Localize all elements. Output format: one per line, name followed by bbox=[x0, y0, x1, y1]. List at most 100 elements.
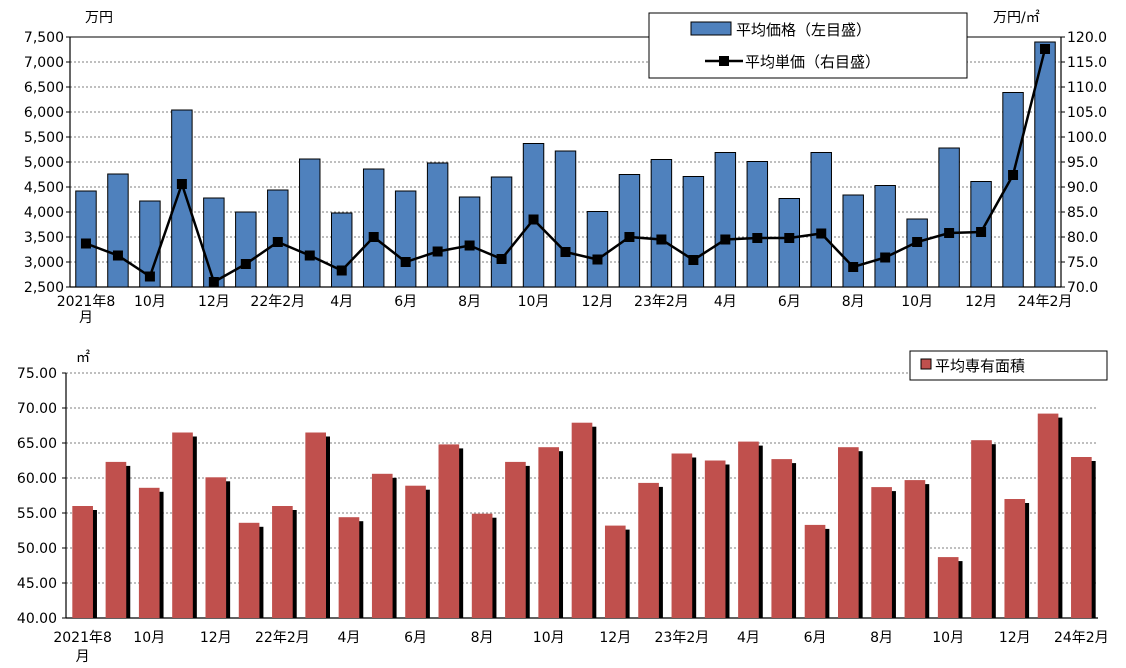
area-bar bbox=[937, 557, 959, 618]
area-chart-x-tick-labels: 2021年8 月 10月 12月 22年2月 4月 6月 8月 10月 12月 23年2月 4月 6月 8… bbox=[53, 630, 1109, 665]
area-chart-bars bbox=[72, 413, 1096, 618]
price-bar bbox=[171, 109, 193, 288]
area-bar bbox=[971, 440, 992, 618]
area-bar bbox=[904, 480, 926, 618]
price-bar bbox=[586, 211, 609, 288]
unit-price-marker bbox=[848, 262, 859, 272]
x-tick-label: 24年2月 bbox=[1054, 630, 1109, 646]
unit-price-marker bbox=[944, 228, 955, 238]
right-tick-label: 75.0 bbox=[1067, 255, 1098, 271]
left-tick-label: 3,000 bbox=[24, 255, 64, 271]
unit-price-marker bbox=[784, 233, 795, 243]
left-tick-label: 2,500 bbox=[24, 280, 64, 296]
price-bar bbox=[299, 158, 321, 288]
price-chart-left-unit: 万円 bbox=[85, 10, 113, 26]
price-bar bbox=[906, 218, 928, 288]
area-bar bbox=[771, 459, 793, 618]
area-bar bbox=[72, 506, 93, 618]
area-bar bbox=[272, 506, 293, 618]
area-bar bbox=[1071, 457, 1092, 618]
price-bar bbox=[682, 176, 705, 288]
left-tick-label: 65.00 bbox=[17, 436, 57, 452]
unit-price-marker bbox=[688, 255, 699, 265]
x-tick-label: 10月 bbox=[932, 630, 964, 646]
right-tick-label: 120.0 bbox=[1067, 30, 1107, 46]
area-chart: 40.00 45.00 50.00 55.00 60.00 65.00 70.00 75.00… bbox=[17, 350, 1109, 665]
unit-price-marker bbox=[208, 277, 219, 287]
x-tick-label: 24年2月 bbox=[1018, 294, 1073, 310]
left-tick-label: 7,000 bbox=[24, 55, 64, 71]
area-bar bbox=[871, 487, 892, 618]
area-bar bbox=[205, 477, 227, 618]
price-bar bbox=[490, 176, 513, 288]
unit-price-marker bbox=[1040, 44, 1051, 54]
area-bar bbox=[471, 513, 493, 618]
price-bar bbox=[330, 212, 353, 288]
area-bar bbox=[738, 441, 759, 618]
left-tick-label: 40.00 bbox=[17, 611, 57, 627]
price-bar bbox=[362, 168, 385, 288]
left-tick-label: 5,500 bbox=[24, 130, 64, 146]
area-chart-legend: 平均専有面積 bbox=[909, 350, 1108, 381]
left-tick-label: 50.00 bbox=[17, 541, 57, 557]
price-bar bbox=[426, 162, 449, 288]
x-tick-label: 12月 bbox=[999, 630, 1031, 646]
x-tick-label: 6月 bbox=[778, 294, 801, 310]
right-tick-label: 105.0 bbox=[1067, 105, 1107, 121]
x-tick-label: 6月 bbox=[394, 294, 417, 310]
area-chart-legend-box bbox=[909, 350, 1108, 381]
price-bar bbox=[394, 190, 417, 288]
area-bar bbox=[338, 517, 360, 618]
area-bar bbox=[371, 473, 393, 618]
unit-price-marker bbox=[592, 254, 603, 265]
unit-price-marker bbox=[560, 247, 571, 257]
x-tick-label: 月 bbox=[76, 649, 90, 664]
price-chart-bars bbox=[75, 41, 1056, 288]
price-chart-legend: 平均価格（左目盛） 平均単価（右目盛） bbox=[648, 12, 968, 79]
x-tick-label: 6月 bbox=[804, 630, 827, 646]
unit-price-marker bbox=[368, 232, 379, 242]
price-chart-left-tick-labels: 2,500 3,000 3,500 4,000 4,500 5,000 5,500 6,000… bbox=[24, 30, 70, 296]
unit-price-marker bbox=[912, 237, 923, 247]
unit-price-marker bbox=[816, 228, 827, 239]
price-bar bbox=[618, 174, 641, 288]
x-tick-label: 10月 bbox=[533, 630, 565, 646]
right-tick-label: 90.0 bbox=[1067, 180, 1098, 196]
legend-swatch-price bbox=[690, 21, 732, 36]
area-bar bbox=[571, 422, 593, 618]
unit-price-marker bbox=[432, 246, 443, 257]
unit-price-marker bbox=[304, 250, 315, 261]
unit-price-marker bbox=[400, 257, 411, 267]
area-bar bbox=[438, 444, 460, 618]
area-bar bbox=[305, 432, 326, 618]
price-bar bbox=[1002, 92, 1024, 288]
x-tick-label: 8月 bbox=[870, 630, 893, 646]
area-bar bbox=[538, 447, 560, 618]
left-tick-label: 75.00 bbox=[17, 366, 57, 382]
unit-price-marker bbox=[464, 240, 475, 251]
left-tick-label: 4,000 bbox=[24, 205, 64, 221]
unit-price-marker bbox=[272, 237, 283, 247]
x-tick-label: 12月 bbox=[582, 294, 614, 310]
x-tick-label: 12月 bbox=[198, 294, 230, 310]
x-tick-label: 12月 bbox=[965, 294, 997, 310]
x-tick-label: 12月 bbox=[599, 630, 631, 646]
area-bar bbox=[238, 522, 260, 618]
legend-label-price: 平均価格（左目盛） bbox=[736, 21, 871, 39]
price-bar bbox=[874, 185, 896, 288]
legend-label-unit-price: 平均単価（右目盛） bbox=[745, 53, 880, 71]
price-bar bbox=[938, 147, 960, 288]
left-tick-label: 3,500 bbox=[24, 230, 64, 246]
right-tick-label: 70.0 bbox=[1067, 280, 1098, 296]
price-bar bbox=[714, 152, 737, 288]
price-bar bbox=[810, 152, 832, 288]
unit-price-marker bbox=[720, 234, 731, 245]
x-tick-label: 10月 bbox=[133, 630, 165, 646]
unit-price-marker bbox=[336, 265, 347, 276]
left-tick-label: 55.00 bbox=[17, 506, 57, 522]
x-tick-label: 8月 bbox=[471, 630, 494, 646]
area-bar bbox=[604, 525, 626, 618]
left-tick-label: 5,000 bbox=[24, 155, 64, 171]
